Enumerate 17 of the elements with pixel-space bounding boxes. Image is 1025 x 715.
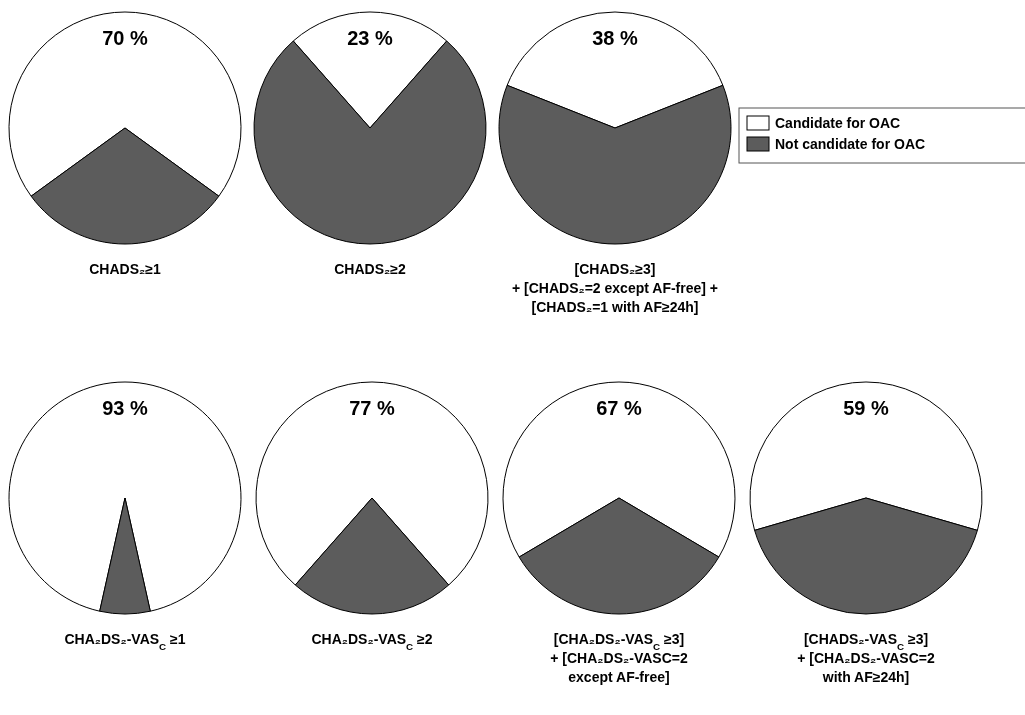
legend-label: Not candidate for OAC xyxy=(775,136,926,152)
data-label: 93 % xyxy=(102,396,149,419)
data-label: 23 % xyxy=(347,26,394,49)
legend-label: Candidate for OAC xyxy=(775,115,901,131)
data-label: 70 % xyxy=(102,26,149,49)
text: [CHADS₂≥3] + [CHADS₂=2 except AF-free] + [CHADS₂=1 with AF≥24h] xyxy=(511,261,719,315)
text: [CHADS₂-VAS$_{C}$ ≥3] + [CHA₂DS₂-VASC=2 with AF≥24h] xyxy=(797,631,935,685)
pie-slice xyxy=(8,381,242,612)
data-label: 38 % xyxy=(592,26,639,49)
text: CHA₂DS₂-VAS$_{C}$ ≥1 xyxy=(64,631,186,652)
data-label: 59 % xyxy=(843,396,890,419)
data-label: 77 % xyxy=(349,396,396,419)
text: [CHA₂DS₂-VAS$_{C}$ ≥3] + [CHA₂DS₂-VASC=2 except AF-free] xyxy=(550,631,688,685)
text: CHADS₂≥2 xyxy=(334,261,406,277)
text: CHA₂DS₂-VAS$_{C}$ ≥2 xyxy=(311,631,433,652)
data-label: 67 % xyxy=(596,396,643,419)
text: CHADS₂≥1 xyxy=(89,261,161,277)
